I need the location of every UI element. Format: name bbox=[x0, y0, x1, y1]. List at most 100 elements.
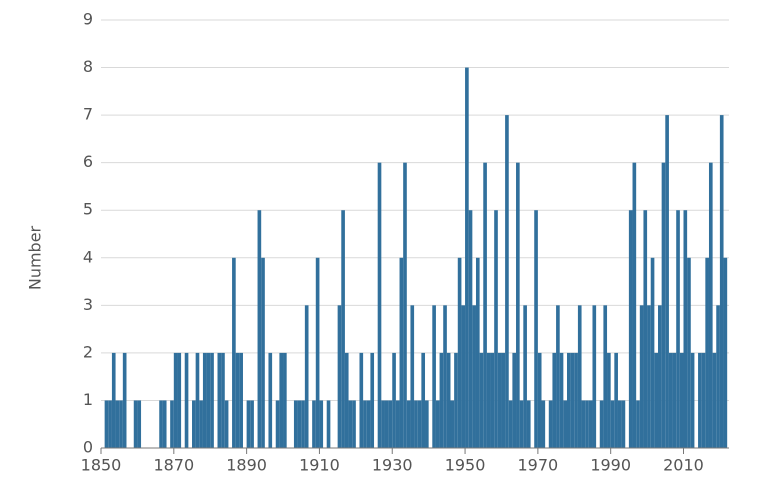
bar bbox=[111, 352, 116, 448]
bar bbox=[414, 400, 418, 448]
bar bbox=[293, 400, 298, 448]
bar bbox=[417, 400, 422, 448]
bar bbox=[519, 400, 524, 448]
x-tick-label: 1870 bbox=[153, 456, 194, 475]
bar bbox=[224, 400, 229, 448]
bar bbox=[275, 400, 280, 448]
bar bbox=[319, 400, 324, 448]
bar bbox=[192, 400, 196, 448]
y-tick-label: 6 bbox=[83, 152, 93, 171]
bar bbox=[177, 352, 182, 448]
bar bbox=[698, 352, 702, 448]
bar bbox=[206, 352, 211, 448]
bar bbox=[585, 400, 589, 448]
bar bbox=[377, 162, 382, 448]
bar bbox=[563, 400, 567, 448]
bar bbox=[326, 400, 331, 448]
bar bbox=[312, 400, 316, 448]
y-tick-label: 3 bbox=[83, 295, 93, 314]
bar bbox=[559, 352, 564, 448]
bar bbox=[370, 352, 375, 448]
bar bbox=[483, 162, 487, 448]
bar bbox=[108, 400, 112, 448]
bar bbox=[301, 400, 305, 448]
bar bbox=[581, 400, 586, 448]
bar bbox=[654, 352, 659, 448]
y-tick-label: 8 bbox=[83, 57, 93, 76]
bar bbox=[454, 352, 458, 448]
bar bbox=[472, 305, 476, 448]
bar bbox=[501, 352, 506, 448]
bar bbox=[508, 400, 513, 448]
bar bbox=[523, 305, 527, 448]
bar bbox=[315, 257, 320, 448]
bar bbox=[570, 352, 575, 448]
bar bbox=[650, 257, 655, 448]
bar bbox=[195, 352, 200, 448]
bar bbox=[170, 400, 174, 448]
y-tick-label: 5 bbox=[83, 200, 93, 219]
bar bbox=[137, 400, 142, 448]
bar bbox=[235, 352, 240, 448]
bar bbox=[577, 305, 582, 448]
bar bbox=[366, 400, 371, 448]
bar bbox=[610, 400, 615, 448]
bar bbox=[607, 352, 611, 448]
bar bbox=[512, 352, 517, 448]
x-tick-label: 1990 bbox=[590, 456, 631, 475]
bar bbox=[246, 400, 251, 448]
bar bbox=[490, 352, 495, 448]
bar bbox=[639, 305, 644, 448]
bar bbox=[344, 352, 349, 448]
bar bbox=[304, 305, 309, 448]
bar bbox=[173, 352, 178, 448]
bar bbox=[435, 400, 440, 448]
bar bbox=[162, 400, 167, 448]
bar bbox=[210, 352, 214, 448]
x-tick-label: 1850 bbox=[81, 456, 122, 475]
bar bbox=[668, 352, 673, 448]
bar bbox=[628, 210, 633, 448]
bar bbox=[599, 400, 604, 448]
y-tick-label: 9 bbox=[83, 10, 93, 29]
y-tick-label: 7 bbox=[83, 105, 93, 124]
bar bbox=[661, 162, 666, 448]
bar bbox=[705, 257, 709, 448]
bar bbox=[716, 305, 720, 448]
x-tick-label: 1910 bbox=[299, 456, 340, 475]
y-axis-label: Number bbox=[26, 225, 45, 290]
bar bbox=[421, 352, 426, 448]
bar bbox=[683, 210, 688, 448]
bar bbox=[548, 400, 553, 448]
y-tick-label: 4 bbox=[83, 247, 93, 266]
bar bbox=[636, 400, 640, 448]
bar bbox=[217, 352, 222, 448]
bar bbox=[475, 257, 480, 448]
bar bbox=[708, 162, 713, 448]
bar bbox=[614, 352, 618, 448]
bar bbox=[363, 400, 367, 448]
bar bbox=[133, 400, 138, 448]
bar bbox=[403, 162, 407, 448]
bar bbox=[406, 400, 411, 448]
bar bbox=[352, 400, 356, 448]
bar bbox=[574, 352, 578, 448]
bar bbox=[392, 352, 396, 448]
bar bbox=[115, 400, 120, 448]
x-tick-label: 1950 bbox=[445, 456, 486, 475]
bar bbox=[439, 352, 444, 448]
bar bbox=[566, 352, 571, 448]
bar bbox=[425, 400, 429, 448]
bar bbox=[450, 400, 455, 448]
bar bbox=[388, 400, 393, 448]
bar bbox=[239, 352, 243, 448]
bar bbox=[676, 210, 680, 448]
y-tick-label: 0 bbox=[83, 438, 93, 457]
y-tick-label: 1 bbox=[83, 390, 93, 409]
bar bbox=[556, 305, 560, 448]
bar bbox=[658, 305, 662, 448]
bar bbox=[341, 210, 345, 448]
bar bbox=[588, 400, 593, 448]
bar bbox=[537, 352, 542, 448]
bar bbox=[232, 257, 236, 448]
